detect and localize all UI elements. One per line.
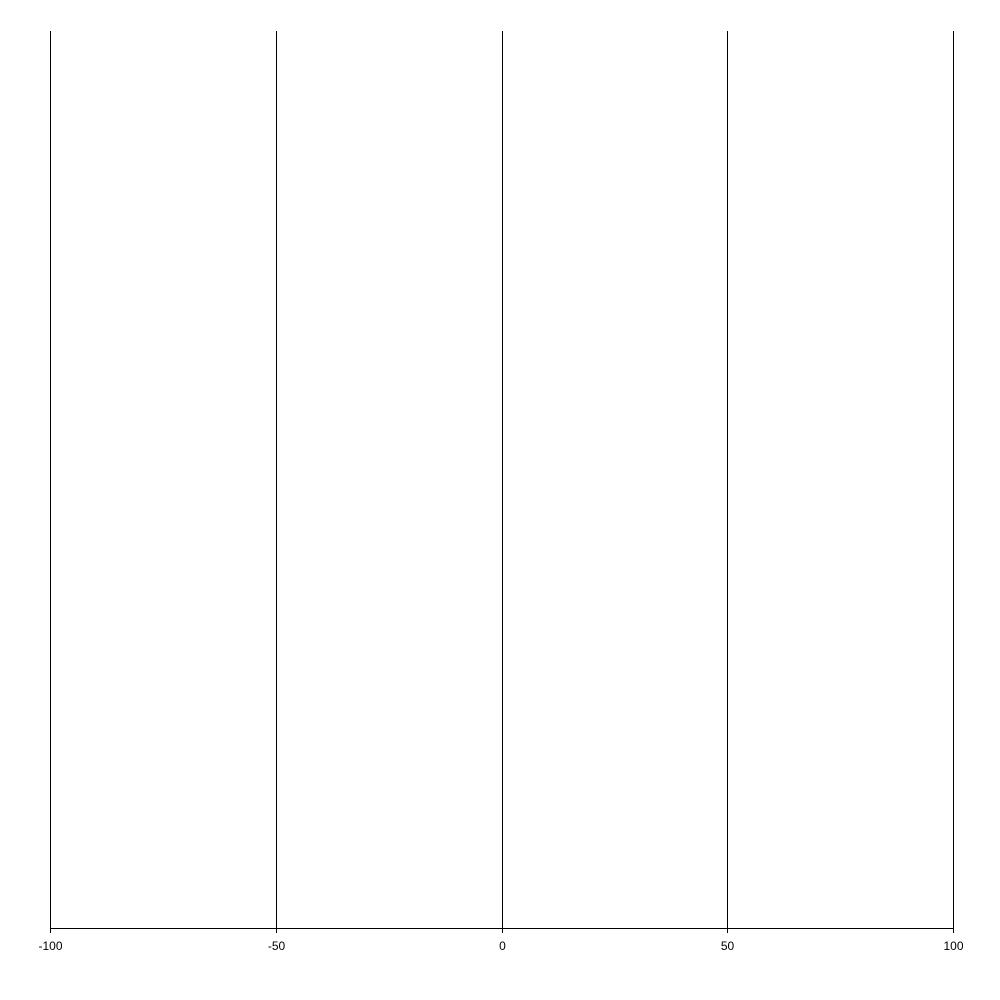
vertical-gridlines — [50, 31, 954, 933]
x-tick-label: 50 — [721, 939, 735, 953]
x-tick-label: 100 — [943, 939, 963, 953]
x-tick-label: -50 — [268, 939, 286, 953]
x-tick-label: -100 — [38, 939, 62, 953]
x-tick-label: 0 — [499, 939, 506, 953]
x-axis-tick-labels: -100 -50 0 50 100 — [38, 939, 963, 953]
